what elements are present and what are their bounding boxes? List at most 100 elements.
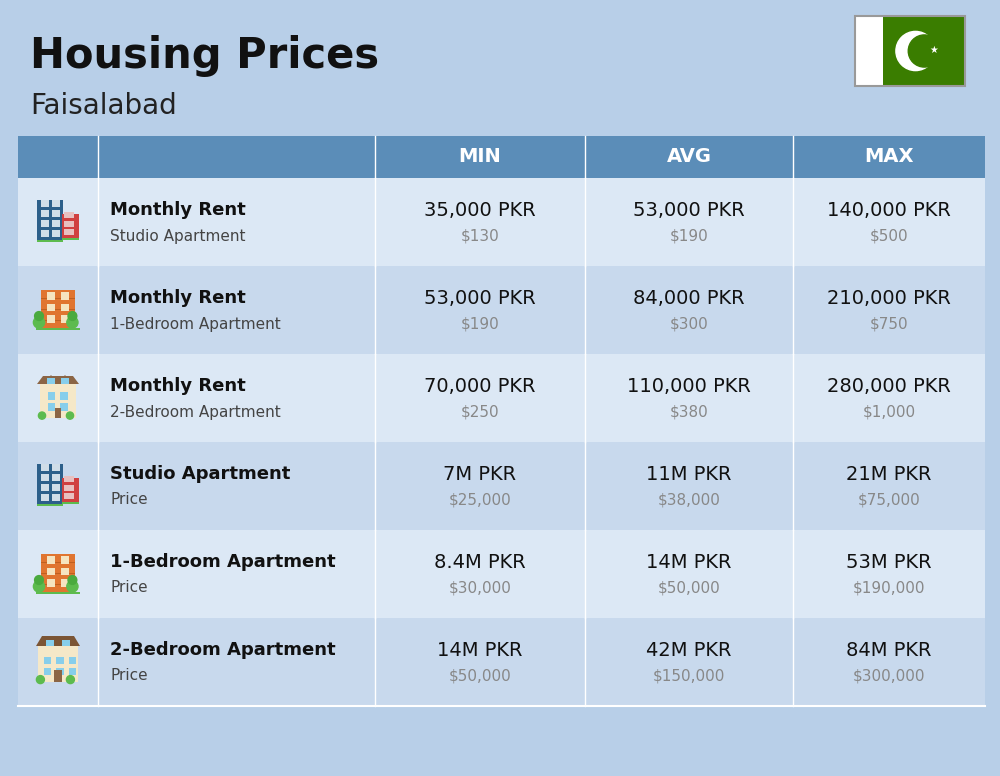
FancyBboxPatch shape	[37, 504, 63, 506]
Text: 53,000 PKR: 53,000 PKR	[633, 200, 745, 220]
FancyBboxPatch shape	[64, 493, 74, 499]
Text: 70,000 PKR: 70,000 PKR	[424, 376, 536, 396]
FancyBboxPatch shape	[47, 303, 55, 311]
FancyBboxPatch shape	[18, 136, 985, 178]
Circle shape	[66, 412, 74, 419]
Text: $190: $190	[461, 317, 499, 331]
FancyBboxPatch shape	[52, 200, 60, 207]
Text: 14M PKR: 14M PKR	[646, 553, 732, 571]
FancyBboxPatch shape	[18, 530, 985, 618]
Polygon shape	[46, 637, 54, 639]
Text: 35,000 PKR: 35,000 PKR	[424, 200, 536, 220]
Text: 84M PKR: 84M PKR	[846, 640, 932, 660]
Text: $500: $500	[870, 228, 908, 244]
FancyBboxPatch shape	[61, 293, 69, 300]
Polygon shape	[61, 376, 69, 378]
FancyBboxPatch shape	[883, 16, 965, 86]
FancyBboxPatch shape	[41, 309, 75, 310]
Text: 53,000 PKR: 53,000 PKR	[424, 289, 536, 307]
FancyBboxPatch shape	[64, 476, 74, 482]
FancyBboxPatch shape	[41, 320, 75, 321]
Text: $750: $750	[870, 317, 908, 331]
Text: 2-Bedroom Apartment: 2-Bedroom Apartment	[110, 404, 281, 420]
FancyBboxPatch shape	[44, 656, 51, 664]
Polygon shape	[37, 376, 79, 384]
Circle shape	[68, 312, 77, 320]
FancyBboxPatch shape	[56, 668, 64, 675]
Polygon shape	[36, 636, 80, 646]
FancyBboxPatch shape	[41, 298, 75, 299]
Text: $190,000: $190,000	[853, 580, 925, 595]
FancyBboxPatch shape	[41, 584, 75, 585]
FancyBboxPatch shape	[41, 573, 75, 574]
FancyBboxPatch shape	[18, 618, 985, 706]
Text: 11M PKR: 11M PKR	[646, 465, 732, 483]
FancyBboxPatch shape	[37, 240, 63, 242]
Circle shape	[908, 35, 940, 67]
Text: 7M PKR: 7M PKR	[443, 465, 517, 483]
FancyBboxPatch shape	[69, 656, 76, 664]
FancyBboxPatch shape	[47, 580, 55, 587]
Text: $190: $190	[670, 228, 708, 244]
Circle shape	[67, 317, 78, 328]
Text: Price: Price	[110, 668, 148, 684]
FancyBboxPatch shape	[61, 315, 69, 323]
FancyBboxPatch shape	[62, 478, 79, 504]
FancyBboxPatch shape	[61, 568, 69, 575]
Circle shape	[35, 576, 43, 584]
FancyBboxPatch shape	[18, 354, 985, 442]
Polygon shape	[47, 376, 55, 378]
FancyBboxPatch shape	[52, 494, 60, 501]
FancyBboxPatch shape	[52, 210, 60, 217]
FancyBboxPatch shape	[855, 16, 883, 86]
FancyBboxPatch shape	[62, 639, 70, 646]
Text: 21M PKR: 21M PKR	[846, 465, 932, 483]
FancyBboxPatch shape	[60, 393, 68, 400]
FancyBboxPatch shape	[64, 484, 74, 490]
FancyBboxPatch shape	[41, 220, 49, 227]
FancyBboxPatch shape	[61, 580, 69, 587]
Text: 14M PKR: 14M PKR	[437, 640, 523, 660]
FancyBboxPatch shape	[64, 212, 74, 218]
FancyBboxPatch shape	[61, 556, 69, 564]
FancyBboxPatch shape	[44, 668, 51, 675]
FancyBboxPatch shape	[38, 646, 78, 682]
Text: $380: $380	[670, 404, 708, 420]
Circle shape	[67, 580, 78, 592]
Text: 84,000 PKR: 84,000 PKR	[633, 289, 745, 307]
FancyBboxPatch shape	[52, 484, 60, 491]
FancyBboxPatch shape	[36, 592, 80, 594]
FancyBboxPatch shape	[41, 210, 49, 217]
Text: 53M PKR: 53M PKR	[846, 553, 932, 571]
FancyBboxPatch shape	[18, 442, 985, 530]
FancyBboxPatch shape	[41, 494, 49, 501]
FancyBboxPatch shape	[56, 656, 64, 664]
FancyBboxPatch shape	[52, 464, 60, 471]
FancyBboxPatch shape	[41, 474, 49, 481]
FancyBboxPatch shape	[52, 230, 60, 237]
Circle shape	[896, 31, 935, 71]
Text: Price: Price	[110, 493, 148, 508]
Text: $150,000: $150,000	[653, 668, 725, 684]
Text: $38,000: $38,000	[658, 493, 720, 508]
Text: 2-Bedroom Apartment: 2-Bedroom Apartment	[110, 641, 336, 659]
Circle shape	[33, 317, 45, 328]
FancyBboxPatch shape	[47, 378, 55, 383]
Text: MIN: MIN	[459, 147, 501, 167]
Text: AVG: AVG	[666, 147, 712, 167]
Text: Monthly Rent: Monthly Rent	[110, 201, 246, 219]
FancyBboxPatch shape	[47, 556, 55, 564]
Text: $300,000: $300,000	[853, 668, 925, 684]
Text: $1,000: $1,000	[862, 404, 916, 420]
Text: $25,000: $25,000	[449, 493, 511, 508]
Text: ★: ★	[930, 45, 938, 55]
Text: 1-Bedroom Apartment: 1-Bedroom Apartment	[110, 553, 336, 571]
Text: 140,000 PKR: 140,000 PKR	[827, 200, 951, 220]
FancyBboxPatch shape	[47, 568, 55, 575]
Circle shape	[68, 576, 77, 584]
FancyBboxPatch shape	[54, 670, 62, 682]
Circle shape	[35, 312, 43, 320]
FancyBboxPatch shape	[62, 501, 79, 504]
Text: Housing Prices: Housing Prices	[30, 35, 379, 77]
FancyBboxPatch shape	[52, 220, 60, 227]
